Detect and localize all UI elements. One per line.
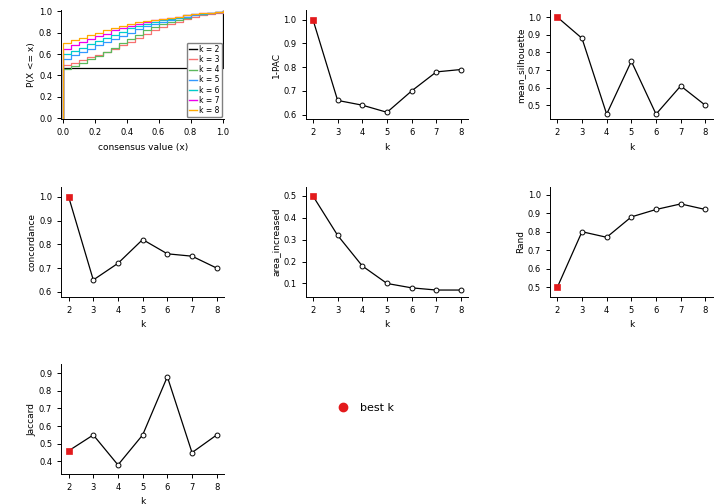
Y-axis label: area_increased: area_increased [271, 208, 281, 276]
Y-axis label: Jaccard: Jaccard [27, 403, 36, 435]
Legend: best k: best k [328, 399, 398, 418]
X-axis label: k: k [384, 320, 390, 329]
Legend: k = 2, k = 3, k = 4, k = 5, k = 6, k = 7, k = 8: k = 2, k = 3, k = 4, k = 5, k = 6, k = 7… [186, 43, 222, 117]
X-axis label: consensus value (x): consensus value (x) [97, 143, 188, 152]
Y-axis label: P(X <= x): P(X <= x) [27, 42, 36, 87]
X-axis label: k: k [629, 143, 634, 152]
X-axis label: k: k [384, 143, 390, 152]
Y-axis label: Rand: Rand [516, 230, 525, 254]
Y-axis label: 1-PAC: 1-PAC [271, 52, 281, 78]
X-axis label: k: k [629, 320, 634, 329]
Y-axis label: mean_silhouette: mean_silhouette [516, 27, 525, 102]
Y-axis label: concordance: concordance [27, 213, 36, 271]
X-axis label: k: k [140, 497, 145, 504]
X-axis label: k: k [140, 320, 145, 329]
